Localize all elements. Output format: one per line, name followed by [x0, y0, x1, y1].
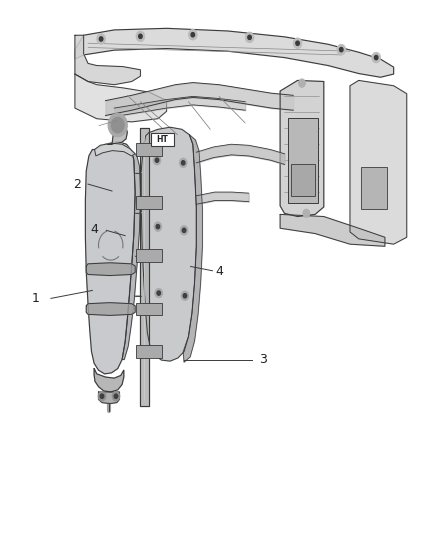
Polygon shape	[85, 142, 135, 374]
Circle shape	[188, 29, 197, 40]
Bar	[136, 196, 162, 209]
Polygon shape	[75, 35, 141, 85]
Bar	[136, 303, 162, 316]
Bar	[288, 118, 318, 203]
Circle shape	[179, 158, 187, 167]
Circle shape	[139, 34, 142, 38]
Circle shape	[337, 44, 346, 55]
Polygon shape	[95, 143, 135, 156]
Polygon shape	[183, 135, 202, 362]
Polygon shape	[75, 28, 394, 77]
Circle shape	[296, 41, 299, 45]
Circle shape	[153, 156, 161, 165]
Bar	[136, 345, 162, 358]
Text: 2: 2	[73, 177, 81, 191]
Circle shape	[182, 228, 186, 232]
Text: 4: 4	[215, 265, 223, 278]
Circle shape	[191, 33, 194, 37]
Circle shape	[248, 35, 251, 39]
Circle shape	[303, 209, 310, 217]
Circle shape	[111, 117, 124, 133]
Circle shape	[374, 55, 378, 60]
Text: 3: 3	[259, 353, 267, 366]
Circle shape	[339, 47, 343, 52]
Circle shape	[180, 225, 188, 235]
Circle shape	[100, 394, 104, 398]
Polygon shape	[280, 80, 324, 216]
Circle shape	[245, 32, 254, 43]
Circle shape	[156, 224, 159, 229]
Polygon shape	[280, 214, 385, 246]
Polygon shape	[99, 392, 120, 403]
Circle shape	[293, 38, 302, 49]
Bar	[361, 166, 387, 209]
Bar	[136, 249, 162, 262]
Text: 4: 4	[91, 223, 99, 236]
Circle shape	[114, 394, 118, 398]
FancyBboxPatch shape	[151, 133, 174, 147]
Circle shape	[99, 37, 103, 41]
Polygon shape	[350, 80, 407, 244]
Polygon shape	[122, 151, 141, 360]
Circle shape	[112, 391, 120, 401]
Text: HT: HT	[157, 135, 169, 144]
Bar	[136, 143, 162, 156]
Bar	[291, 165, 314, 196]
Polygon shape	[108, 124, 127, 144]
Circle shape	[155, 288, 162, 298]
Text: 1: 1	[32, 292, 39, 305]
Circle shape	[181, 291, 189, 301]
Circle shape	[108, 114, 127, 137]
Circle shape	[97, 34, 106, 44]
Polygon shape	[94, 368, 124, 392]
Circle shape	[98, 391, 106, 401]
Polygon shape	[141, 127, 196, 361]
Circle shape	[181, 161, 185, 165]
Circle shape	[136, 31, 145, 42]
Polygon shape	[75, 74, 166, 122]
Circle shape	[183, 294, 187, 298]
Circle shape	[372, 52, 381, 63]
Polygon shape	[86, 263, 135, 276]
Circle shape	[157, 291, 160, 295]
Circle shape	[155, 158, 159, 163]
Circle shape	[298, 79, 305, 87]
Circle shape	[154, 222, 162, 231]
Polygon shape	[86, 303, 135, 316]
